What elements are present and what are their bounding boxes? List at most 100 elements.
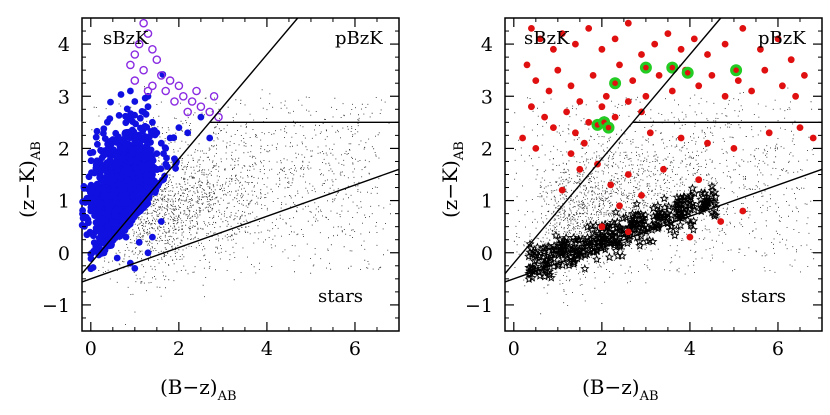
stars-point: [685, 197, 695, 206]
red-objects-point: [580, 139, 588, 147]
sBzK-galaxies-point: [94, 199, 102, 207]
highlight-core: [733, 67, 739, 73]
stars-point: [560, 244, 570, 254]
red-objects-point: [558, 186, 566, 194]
right-x-axis-label-sub: AB: [639, 389, 659, 404]
stars-point: [648, 211, 659, 221]
sBzK-galaxies-point: [87, 157, 95, 165]
stars-point: [710, 187, 720, 197]
stars-point: [617, 251, 627, 260]
sBzK-galaxies-point: [112, 129, 120, 137]
sBzK-galaxies-point: [141, 148, 149, 155]
left-y-axis-label: (z−K)AB: [15, 141, 44, 218]
highlight-core: [605, 124, 612, 131]
stars-point: [568, 233, 578, 242]
y-tick-label: 3: [58, 86, 70, 108]
stars-point: [604, 252, 614, 262]
sBzK-galaxies-point: [157, 165, 165, 173]
stars-point: [659, 210, 669, 220]
sBzK-galaxies-point: [134, 139, 142, 147]
sBzK-galaxies-point: [161, 144, 169, 152]
sBzK-galaxies-point: [84, 216, 92, 224]
x-tick-label: 2: [596, 338, 608, 360]
stars-point: [672, 192, 682, 202]
sBzK-galaxies-point: [132, 120, 140, 128]
red-objects-point: [519, 134, 526, 142]
sBzK-galaxies-point: [120, 198, 128, 206]
stars-point: [629, 218, 639, 228]
sBzK-galaxies-point: [109, 136, 117, 143]
stars-point: [642, 236, 652, 246]
red-objects-point: [651, 40, 659, 48]
red-objects-point: [528, 25, 535, 32]
red-objects-point: [809, 134, 817, 142]
sBzK-galaxies-point: [122, 142, 130, 149]
red-objects-point: [550, 45, 557, 53]
sBzK-galaxies-point: [116, 155, 124, 162]
red-objects-point: [624, 98, 632, 105]
sBzK-high-z-candidates-point: [139, 65, 148, 75]
red-objects-point: [748, 87, 755, 95]
red-objects-point: [761, 66, 769, 74]
sBzK-high-z-candidates-point: [130, 76, 140, 85]
sBzK-high-z-candidates-point: [170, 97, 179, 106]
sBzK-galaxies-point: [99, 178, 107, 186]
left-region-label-stars: stars: [318, 286, 363, 307]
sBzK-galaxies-point: [122, 129, 129, 137]
stars-point: [543, 241, 553, 251]
stars-point: [574, 244, 585, 254]
red-objects-point: [629, 77, 637, 84]
stars-point: [622, 238, 632, 248]
stars-point: [607, 230, 617, 240]
stars-point: [580, 264, 590, 273]
y-tick-label: 0: [481, 243, 493, 265]
sBzK-galaxies-point: [153, 150, 161, 158]
stellar-sequence-line: [504, 168, 823, 283]
right-plot-frame: [504, 17, 823, 332]
stars-point: [532, 242, 542, 252]
stars-point: [707, 208, 717, 217]
sBzK-galaxies-point: [111, 210, 118, 218]
red-objects-point: [611, 113, 619, 121]
red-objects-point: [721, 40, 729, 48]
stars-point: [594, 233, 604, 242]
sBzK-galaxies-point: [163, 163, 171, 171]
sBzK-galaxies-point: [95, 185, 103, 193]
x-tick-label: 0: [85, 338, 97, 360]
red-objects-point: [598, 45, 606, 53]
sBzK-galaxies-point: [121, 183, 128, 191]
stars-point: [554, 259, 564, 268]
right-axis-ticks: 0 2 4 6 −1 0 1 2 3 4: [465, 18, 822, 360]
red-objects-point: [602, 92, 610, 100]
sBzK-galaxies-point: [99, 215, 107, 223]
sBzK-galaxies-point: [175, 124, 183, 131]
stars-point: [630, 213, 640, 223]
sBzK-galaxies-point: [127, 185, 134, 193]
red-objects-point: [558, 30, 566, 37]
sBzK-galaxies-point: [122, 166, 130, 174]
sBzK-galaxies-point: [78, 221, 86, 229]
sBzK-galaxies-point: [144, 171, 151, 178]
x-tick-label: 4: [684, 338, 696, 360]
left-data-marks: [78, 18, 223, 273]
sBzK-galaxies-point: [101, 164, 109, 172]
sBzK-galaxies-point: [108, 163, 116, 171]
stars-point: [615, 233, 625, 242]
red-objects-point: [545, 87, 553, 95]
sBzK-galaxies-point: [92, 219, 100, 226]
sBzK-galaxies-point: [149, 166, 157, 174]
sBzK-high-z-candidates-point: [139, 18, 148, 28]
red-objects-point: [541, 113, 548, 121]
sBzK-galaxies-point: [106, 115, 114, 122]
y-tick-label: 4: [481, 34, 493, 56]
sBzK-galaxies-point: [163, 154, 170, 162]
sBzK-galaxies-point: [87, 187, 95, 195]
sBzK-galaxies-point: [127, 156, 135, 164]
stars-point: [605, 235, 615, 244]
sBzK-galaxies-point: [122, 119, 130, 127]
red-objects-point: [523, 61, 531, 69]
sBzK-galaxies-point: [92, 247, 100, 254]
left-x-axis-label-main: (B−z): [160, 375, 218, 399]
sBzK-galaxies-point: [144, 249, 152, 257]
sBzK-galaxies-point: [124, 176, 132, 184]
